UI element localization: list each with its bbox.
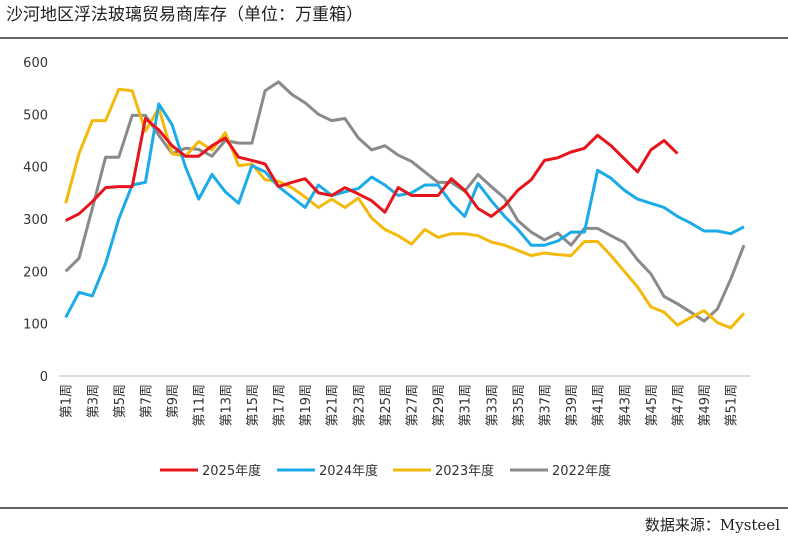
x-tick-label: 第37周 [538,384,553,427]
legend-label: 2024年度 [319,463,378,479]
x-tick-label: 第31周 [459,384,474,427]
y-tick-label: 600 [23,56,48,71]
series-line [65,117,679,222]
chart-title: 沙河地区浮法玻璃贸易商库存（单位：万重箱） [6,5,363,25]
x-tick-label: 第17周 [272,384,287,427]
y-tick-label: 200 [23,265,48,280]
x-tick-label: 第27周 [405,384,420,427]
x-tick-label: 第33周 [485,384,500,427]
x-tick-label: 第45周 [645,384,660,427]
x-tick-label: 第41周 [592,384,607,427]
y-tick-label: 400 [23,161,48,176]
legend-label: 2022年度 [552,463,611,479]
x-tick-label: 第47周 [671,384,686,427]
series-line [64,87,746,330]
x-tick-label: 第23周 [352,384,367,427]
x-tick-label: 第9周 [166,384,181,418]
x-tick-label: 第1周 [60,384,75,418]
x-tick-label: 第21周 [326,384,341,427]
x-tick-label: 第19周 [299,384,314,427]
x-tick-label: 第43周 [618,384,633,427]
x-tick-label: 第39周 [565,384,580,427]
x-tick-label: 第25周 [379,384,394,427]
legend-label: 2025年度 [202,463,261,479]
source: 数据来源：Mysteel [645,516,780,534]
y-tick-label: 500 [23,108,48,123]
x-tick-label: 第3周 [86,384,101,418]
x-tick-label: 第5周 [113,384,128,418]
y-tick-label: 100 [23,318,48,333]
x-tick-label: 第11周 [193,384,208,427]
x-tick-label: 第35周 [512,384,527,427]
x-tick-label: 第7周 [139,384,154,418]
x-tick-label: 第13周 [219,384,234,427]
legend-label: 2023年度 [435,463,494,479]
y-tick-label: 300 [23,213,48,228]
x-tick-label: 第15周 [246,384,261,427]
y-tick-label: 0 [40,370,48,385]
x-tick-label: 第29周 [432,384,447,427]
x-tick-label: 第51周 [725,384,740,427]
series-line [64,102,745,319]
x-tick-label: 第49周 [698,384,713,427]
